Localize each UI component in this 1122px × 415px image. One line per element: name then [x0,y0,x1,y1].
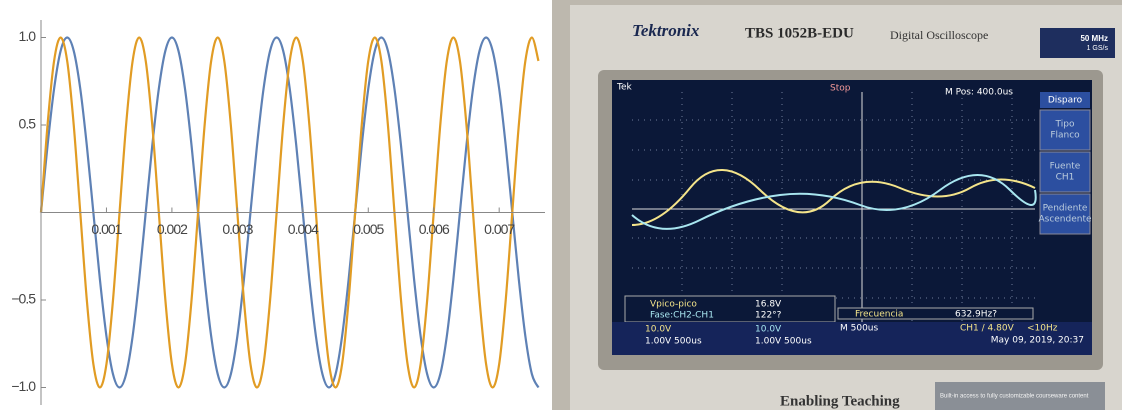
menu-item-text: Flanco [1050,131,1080,141]
menu-item-text: Fuente [1050,162,1081,172]
ref1: 1.00V 500us [645,337,702,347]
x-tick-label: 0.002 [157,221,188,237]
footer: Enabling Teaching [780,393,900,409]
oscilloscope-photo: Tektronix TBS 1052B-EDU Digital Oscillos… [552,0,1122,410]
timebase: M 500us [840,324,879,334]
ref2: 1.00V 500us [755,337,812,347]
page: {"chart_data": {"type": "line", "x": [0,… [0,0,1122,410]
trigger-freq: <10Hz [1027,324,1058,334]
x-tick-label: 0.007 [484,221,515,237]
trigger: CH1 ∕ 4.80V [960,324,1015,334]
vpp-value: 16.8V [755,300,782,310]
menu-item-text: Ascendente [1038,215,1092,225]
x-tick-label: 0.003 [222,221,253,237]
brand: Tektronix [632,21,700,40]
vpp-label: Vpico-pico [650,300,697,310]
x-tick-label: 0.004 [288,221,319,237]
ch1-scale: 10.0V [645,325,672,335]
x-tick-label: 0.001 [91,221,122,237]
menu-item-text: Tipo [1055,120,1075,130]
y-tick-label: −1.0 [11,378,36,394]
freq-label: Frecuencia [855,310,903,320]
menu-item-text: Pendiente [1043,204,1088,214]
menu-title: Disparo [1048,96,1083,106]
freq-value: 632.9Hz? [955,310,997,320]
figure: Tektronix TBS 1052B-EDU Digital Oscillos… [0,0,1122,410]
y-tick-label: −0.5 [11,291,36,307]
menu-item-text: CH1 [1056,173,1075,183]
footer-note: Built-in access to fully customizable co… [940,394,1089,400]
rate: 1 GS/s [1087,45,1109,52]
date: May 09, 2019, 20:37 [991,336,1084,346]
kind: Digital Oscilloscope [890,28,988,42]
run-state: Stop [830,84,851,94]
y-tick-label: 1.0 [19,28,37,44]
ch2-scale: 10.0V [755,325,782,335]
model: TBS 1052B-EDU [745,25,854,41]
x-tick-label: 0.005 [353,221,384,237]
bandwidth: 50 MHz [1080,34,1108,43]
status: Tek [616,83,633,93]
x-tick-label: 0.006 [419,221,450,237]
y-tick-label: 0.5 [19,116,37,132]
phase-label: Fase:CH2-CH1 [650,311,714,321]
phase-value: 122°? [755,311,782,321]
m-pos: M Pos: 400.0us [945,88,1013,98]
